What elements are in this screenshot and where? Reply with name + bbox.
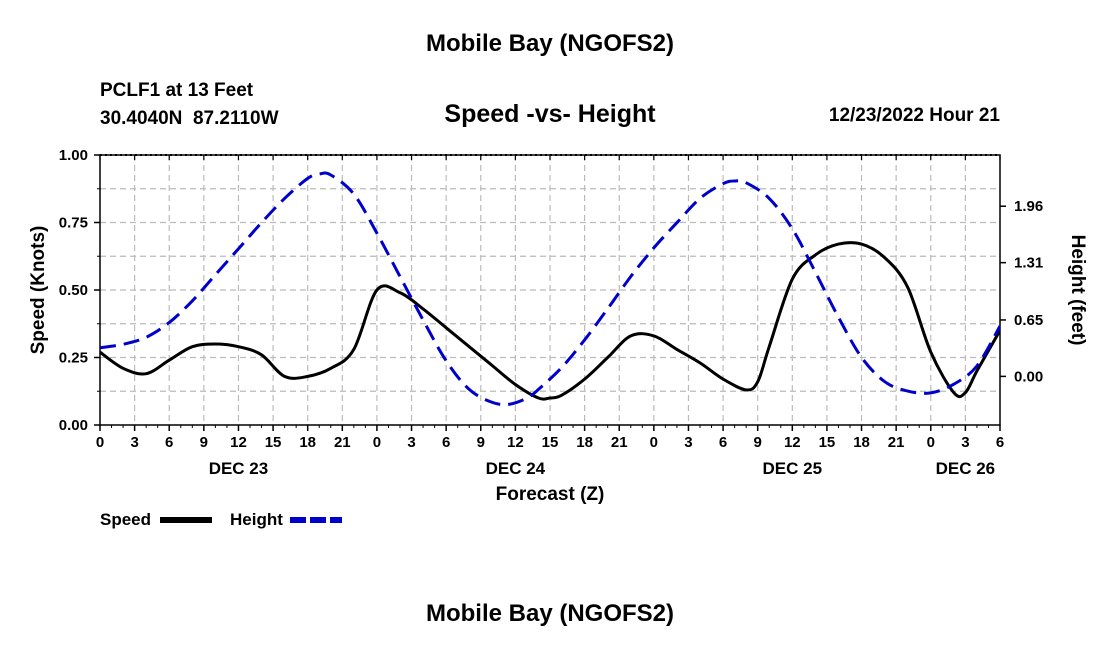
x-tick-label: 0 xyxy=(96,434,104,451)
y2-tick-label: 0.00 xyxy=(1014,368,1043,385)
x-tick-label: 9 xyxy=(200,434,208,451)
x-tick-label: 12 xyxy=(784,434,801,451)
x-tick-label: 0 xyxy=(373,434,381,451)
y-tick-label: 1.00 xyxy=(59,147,88,164)
x-tick-label: 21 xyxy=(334,434,351,451)
x-tick-label: 18 xyxy=(299,434,316,451)
x-tick-label: 18 xyxy=(576,434,593,451)
x-tick-label: 0 xyxy=(650,434,658,451)
x-axis-label: Forecast (Z) xyxy=(496,484,605,505)
station-name: PCLF1 at 13 Feet xyxy=(100,80,254,101)
series-line-speed xyxy=(100,241,1000,401)
series-line-height xyxy=(100,171,1000,407)
y2-tick-label: 1.31 xyxy=(1014,255,1043,272)
x-tick-label: 9 xyxy=(477,434,485,451)
y-tick-label: 0.75 xyxy=(59,215,88,232)
x-tick-label: 6 xyxy=(442,434,450,451)
x-tick-label: 3 xyxy=(130,434,138,451)
x-tick-label: 3 xyxy=(684,434,692,451)
x-tick-label: 12 xyxy=(507,434,524,451)
x-tick-label: 6 xyxy=(719,434,727,451)
y-axis-label: Speed (Knots) xyxy=(28,226,49,355)
x-tick-label: 3 xyxy=(407,434,415,451)
x-tick-label: 18 xyxy=(853,434,870,451)
y2-tick-label: 1.96 xyxy=(1014,198,1043,215)
x-tick-label: 9 xyxy=(754,434,762,451)
day-label: DEC 26 xyxy=(936,459,996,478)
legend-label-speed: Speed xyxy=(100,510,151,529)
x-tick-label: 6 xyxy=(996,434,1004,451)
x-tick-label: 15 xyxy=(265,434,282,451)
y2-tick-label: 0.65 xyxy=(1014,312,1043,329)
footer-title: Mobile Bay (NGOFS2) xyxy=(425,600,675,627)
x-tick-label: 21 xyxy=(888,434,905,451)
legend-label-height: Height xyxy=(230,510,283,529)
x-tick-label: 0 xyxy=(927,434,935,451)
day-label: DEC 25 xyxy=(763,459,823,478)
forecast-datetime: 12/23/2022 Hour 21 xyxy=(828,105,1000,126)
y-tick-label: 0.50 xyxy=(59,282,88,299)
x-tick-label: 3 xyxy=(961,434,969,451)
y2-axis-label: Height (feet) xyxy=(1067,235,1088,346)
y-tick-label: 0.25 xyxy=(59,350,88,367)
x-tick-label: 15 xyxy=(542,434,559,451)
x-tick-label: 15 xyxy=(819,434,836,451)
station-info: PCLF1 at 13 Feet 30.4040N 87.2110W xyxy=(100,77,279,133)
station-coords: 30.4040N 87.2110W xyxy=(100,108,279,129)
x-tick-label: 21 xyxy=(611,434,628,451)
x-tick-label: 12 xyxy=(230,434,247,451)
chart-main-title: Mobile Bay (NGOFS2) xyxy=(425,30,675,57)
x-tick-label: 6 xyxy=(165,434,173,451)
day-label: DEC 23 xyxy=(209,459,269,478)
y-tick-label: 0.00 xyxy=(59,417,88,434)
chart-subtitle: Speed -vs- Height xyxy=(444,100,656,128)
day-label: DEC 24 xyxy=(486,459,546,478)
